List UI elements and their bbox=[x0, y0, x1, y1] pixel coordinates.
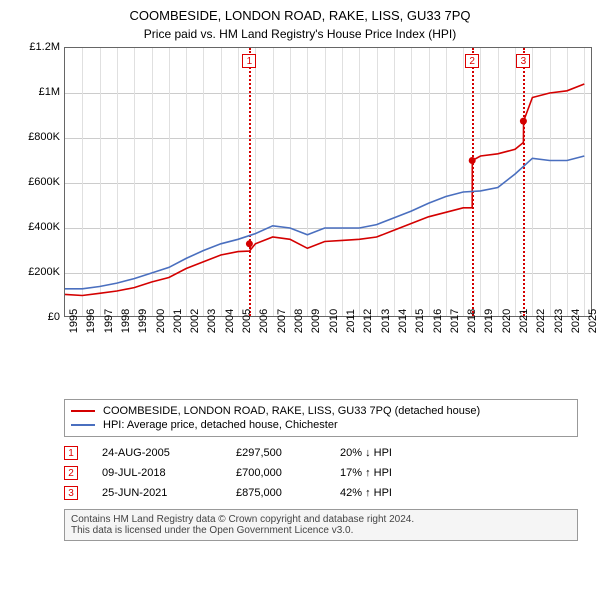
x-tick-label: 2016 bbox=[432, 309, 444, 333]
x-tick-label: 2004 bbox=[224, 309, 236, 333]
series-marker bbox=[520, 118, 527, 125]
series-marker bbox=[246, 240, 253, 247]
y-tick-label: £600K bbox=[20, 176, 60, 188]
x-tick-label: 2007 bbox=[276, 309, 288, 333]
event-diff: 17% ↑ HPI bbox=[340, 467, 430, 479]
event-row: 3 25-JUN-2021 £875,000 42% ↑ HPI bbox=[64, 483, 578, 503]
x-tick-label: 1999 bbox=[137, 309, 149, 333]
x-tick-label: 1998 bbox=[120, 309, 132, 333]
event-diff: 20% ↓ HPI bbox=[340, 447, 430, 459]
x-tick-label: 2019 bbox=[483, 309, 495, 333]
x-tick-label: 2009 bbox=[310, 309, 322, 333]
y-tick-label: £1M bbox=[20, 86, 60, 98]
x-tick-label: 2022 bbox=[535, 309, 547, 333]
y-tick-label: £200K bbox=[20, 266, 60, 278]
series-marker bbox=[469, 157, 476, 164]
event-price: £875,000 bbox=[236, 487, 316, 499]
legend-label: HPI: Average price, detached house, Chic… bbox=[103, 419, 338, 431]
series-line bbox=[65, 156, 584, 289]
event-number-badge: 1 bbox=[64, 446, 78, 460]
x-tick-label: 2006 bbox=[258, 309, 270, 333]
legend-item: HPI: Average price, detached house, Chic… bbox=[71, 418, 571, 432]
chart-title: COOMBESIDE, LONDON ROAD, RAKE, LISS, GU3… bbox=[8, 6, 592, 25]
x-tick-label: 2012 bbox=[362, 309, 374, 333]
series-line bbox=[65, 84, 584, 296]
x-tick-label: 2017 bbox=[449, 309, 461, 333]
x-tick-label: 2002 bbox=[189, 309, 201, 333]
event-number-badge: 2 bbox=[64, 466, 78, 480]
x-tick-label: 2001 bbox=[172, 309, 184, 333]
x-tick-label: 2003 bbox=[206, 309, 218, 333]
event-date: 25-JUN-2021 bbox=[102, 487, 212, 499]
footer-line: Contains HM Land Registry data © Crown c… bbox=[71, 514, 571, 525]
y-tick-label: £1.2M bbox=[20, 41, 60, 53]
event-date: 09-JUL-2018 bbox=[102, 467, 212, 479]
y-tick-label: £800K bbox=[20, 131, 60, 143]
x-tick-label: 2023 bbox=[553, 309, 565, 333]
y-tick-label: £0 bbox=[20, 311, 60, 323]
x-tick-label: 2025 bbox=[587, 309, 599, 333]
x-tick-label: 2010 bbox=[328, 309, 340, 333]
x-tick-label: 1995 bbox=[68, 309, 80, 333]
x-tick-label: 1996 bbox=[85, 309, 97, 333]
x-tick-label: 2024 bbox=[570, 309, 582, 333]
legend-swatch bbox=[71, 424, 95, 426]
chart-area: 123 £0£200K£400K£600K£800K£1M£1.2M 19951… bbox=[22, 47, 592, 347]
events-table: 1 24-AUG-2005 £297,500 20% ↓ HPI 2 09-JUL-201… bbox=[64, 443, 578, 503]
x-tick-label: 2013 bbox=[380, 309, 392, 333]
event-number-badge: 3 bbox=[64, 486, 78, 500]
legend-label: COOMBESIDE, LONDON ROAD, RAKE, LISS, GU3… bbox=[103, 405, 480, 417]
x-tick-label: 2014 bbox=[397, 309, 409, 333]
legend-item: COOMBESIDE, LONDON ROAD, RAKE, LISS, GU3… bbox=[71, 404, 571, 418]
event-diff: 42% ↑ HPI bbox=[340, 487, 430, 499]
x-tick-label: 2020 bbox=[501, 309, 513, 333]
legend-swatch bbox=[71, 410, 95, 412]
event-price: £700,000 bbox=[236, 467, 316, 479]
x-tick-label: 2000 bbox=[155, 309, 167, 333]
x-tick-label: 2005 bbox=[241, 309, 253, 333]
x-tick-label: 2015 bbox=[414, 309, 426, 333]
x-tick-label: 2011 bbox=[345, 309, 357, 333]
plot-region: 123 bbox=[64, 47, 592, 317]
x-tick-label: 1997 bbox=[103, 309, 115, 333]
event-date: 24-AUG-2005 bbox=[102, 447, 212, 459]
x-tick-label: 2018 bbox=[466, 309, 478, 333]
event-price: £297,500 bbox=[236, 447, 316, 459]
event-row: 1 24-AUG-2005 £297,500 20% ↓ HPI bbox=[64, 443, 578, 463]
y-tick-label: £400K bbox=[20, 221, 60, 233]
x-tick-label: 2008 bbox=[293, 309, 305, 333]
attribution-footer: Contains HM Land Registry data © Crown c… bbox=[64, 509, 578, 541]
chart-subtitle: Price paid vs. HM Land Registry's House … bbox=[8, 25, 592, 47]
legend: COOMBESIDE, LONDON ROAD, RAKE, LISS, GU3… bbox=[64, 399, 578, 437]
x-tick-label: 2021 bbox=[518, 309, 530, 333]
event-row: 2 09-JUL-2018 £700,000 17% ↑ HPI bbox=[64, 463, 578, 483]
footer-line: This data is licensed under the Open Gov… bbox=[71, 525, 571, 536]
